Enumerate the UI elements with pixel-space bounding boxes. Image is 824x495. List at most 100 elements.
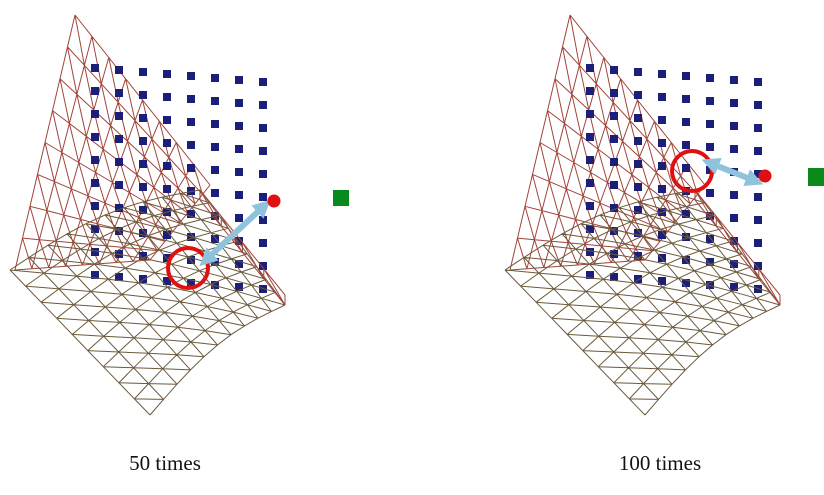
target-square <box>333 190 349 206</box>
particle <box>91 110 99 118</box>
particle <box>730 99 738 107</box>
particle <box>115 181 123 189</box>
particle <box>259 78 267 86</box>
particle <box>682 118 690 126</box>
particle <box>211 120 219 128</box>
particle <box>658 139 666 147</box>
particle <box>754 101 762 109</box>
particle <box>586 64 594 72</box>
particle <box>610 181 618 189</box>
particle <box>706 120 714 128</box>
particle <box>211 74 219 82</box>
particle <box>259 170 267 178</box>
particle <box>139 160 147 168</box>
particle <box>259 262 267 270</box>
particle <box>658 185 666 193</box>
particle <box>682 72 690 80</box>
particle <box>754 78 762 86</box>
particle <box>634 183 642 191</box>
particle <box>259 124 267 132</box>
particle <box>139 183 147 191</box>
particle <box>211 143 219 151</box>
particle <box>139 68 147 76</box>
particle <box>730 191 738 199</box>
particle <box>235 76 243 84</box>
particle <box>91 179 99 187</box>
particle <box>730 214 738 222</box>
particle <box>115 158 123 166</box>
particle <box>586 133 594 141</box>
particle <box>586 110 594 118</box>
particle <box>658 162 666 170</box>
particle <box>187 72 195 80</box>
particle <box>163 185 171 193</box>
particle <box>91 202 99 210</box>
particle <box>730 122 738 130</box>
particle <box>706 74 714 82</box>
target-square <box>808 168 824 186</box>
particle <box>115 135 123 143</box>
particle <box>754 239 762 247</box>
particle <box>91 248 99 256</box>
particle <box>235 191 243 199</box>
particle <box>658 116 666 124</box>
particle <box>187 95 195 103</box>
particle <box>754 216 762 224</box>
particle <box>235 145 243 153</box>
particle <box>139 91 147 99</box>
page: 50 times 100 times (() => { const data =… <box>0 0 824 495</box>
particle <box>259 147 267 155</box>
particle <box>259 101 267 109</box>
particle <box>187 141 195 149</box>
particle <box>658 70 666 78</box>
particle <box>211 189 219 197</box>
particle <box>730 76 738 84</box>
particle <box>706 189 714 197</box>
particle <box>754 147 762 155</box>
particle <box>682 141 690 149</box>
particle <box>139 137 147 145</box>
particle <box>235 99 243 107</box>
particle <box>634 91 642 99</box>
particle <box>610 135 618 143</box>
particle <box>115 66 123 74</box>
particle <box>163 139 171 147</box>
particle <box>91 156 99 164</box>
particle <box>187 118 195 126</box>
particle <box>163 93 171 101</box>
particle <box>754 262 762 270</box>
figure: 50 times 100 times <box>0 0 824 495</box>
particle <box>682 95 690 103</box>
particle <box>730 145 738 153</box>
particle <box>115 112 123 120</box>
distance-arrow <box>710 163 755 181</box>
particle <box>91 64 99 72</box>
particle <box>235 122 243 130</box>
hand-point <box>759 170 772 183</box>
particle <box>235 214 243 222</box>
panel-left <box>10 15 285 415</box>
particle <box>634 68 642 76</box>
particle <box>610 89 618 97</box>
caption: 50 times <box>129 451 201 475</box>
particle <box>586 202 594 210</box>
particle <box>754 124 762 132</box>
particle <box>259 216 267 224</box>
particle <box>610 158 618 166</box>
particle <box>259 239 267 247</box>
particle <box>163 162 171 170</box>
particle <box>610 66 618 74</box>
particle <box>91 87 99 95</box>
particle <box>634 114 642 122</box>
particle <box>706 143 714 151</box>
particle <box>211 97 219 105</box>
panel-right <box>505 15 780 415</box>
hand-point <box>268 195 281 208</box>
particle <box>586 248 594 256</box>
particle <box>259 193 267 201</box>
particle <box>682 164 690 172</box>
particle <box>586 87 594 95</box>
particle <box>586 179 594 187</box>
particle <box>706 97 714 105</box>
particle <box>115 89 123 97</box>
